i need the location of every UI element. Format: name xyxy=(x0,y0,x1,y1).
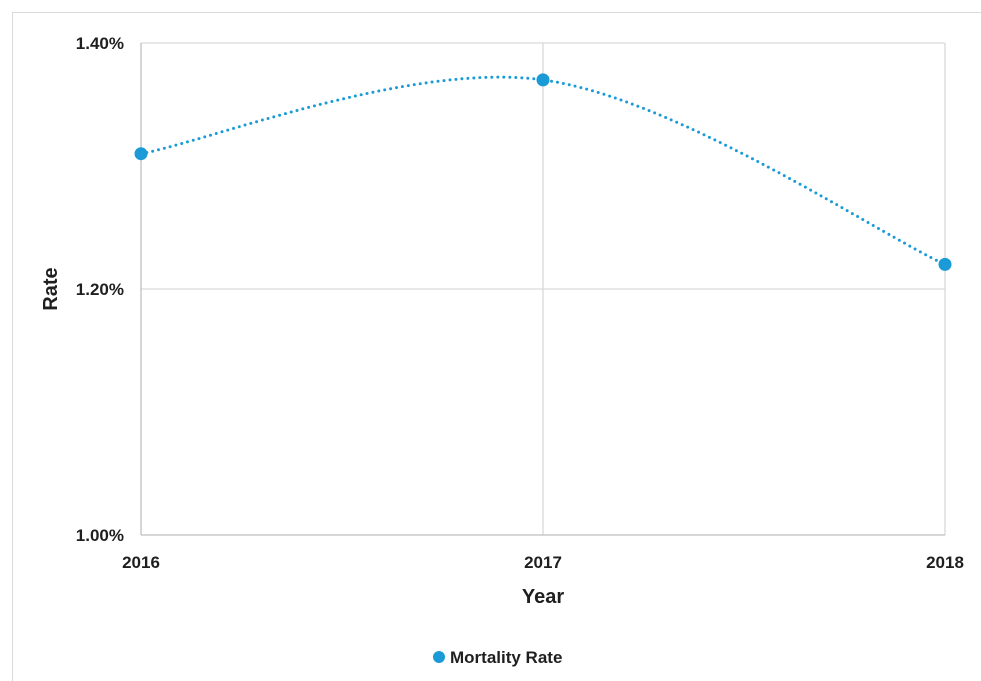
legend-label-mortality-rate: Mortality Rate xyxy=(450,648,562,667)
data-point-2016 xyxy=(134,147,148,161)
legend-marker-mortality-rate xyxy=(433,651,445,663)
x-tick-label-2016: 2016 xyxy=(122,553,160,572)
y-tick-label-1: 1.20% xyxy=(76,280,124,299)
y-tick-label-0: 1.00% xyxy=(76,526,124,545)
data-point-2017 xyxy=(536,73,550,87)
legend: Mortality Rate xyxy=(433,648,562,667)
data-point-2018 xyxy=(938,257,952,271)
chart-border xyxy=(12,12,981,681)
y-tick-label-2: 1.40% xyxy=(76,34,124,53)
y-axis-title: Rate xyxy=(40,267,62,310)
tick-layer: 1.00% 1.20% 1.40% 2016 2017 2018 xyxy=(76,34,964,572)
grid-layer xyxy=(141,42,946,535)
series-layer xyxy=(134,73,952,271)
x-tick-label-2017: 2017 xyxy=(524,553,562,572)
axis-layer xyxy=(140,43,945,536)
x-axis-title: Year xyxy=(522,586,564,608)
x-tick-label-2018: 2018 xyxy=(926,553,964,572)
